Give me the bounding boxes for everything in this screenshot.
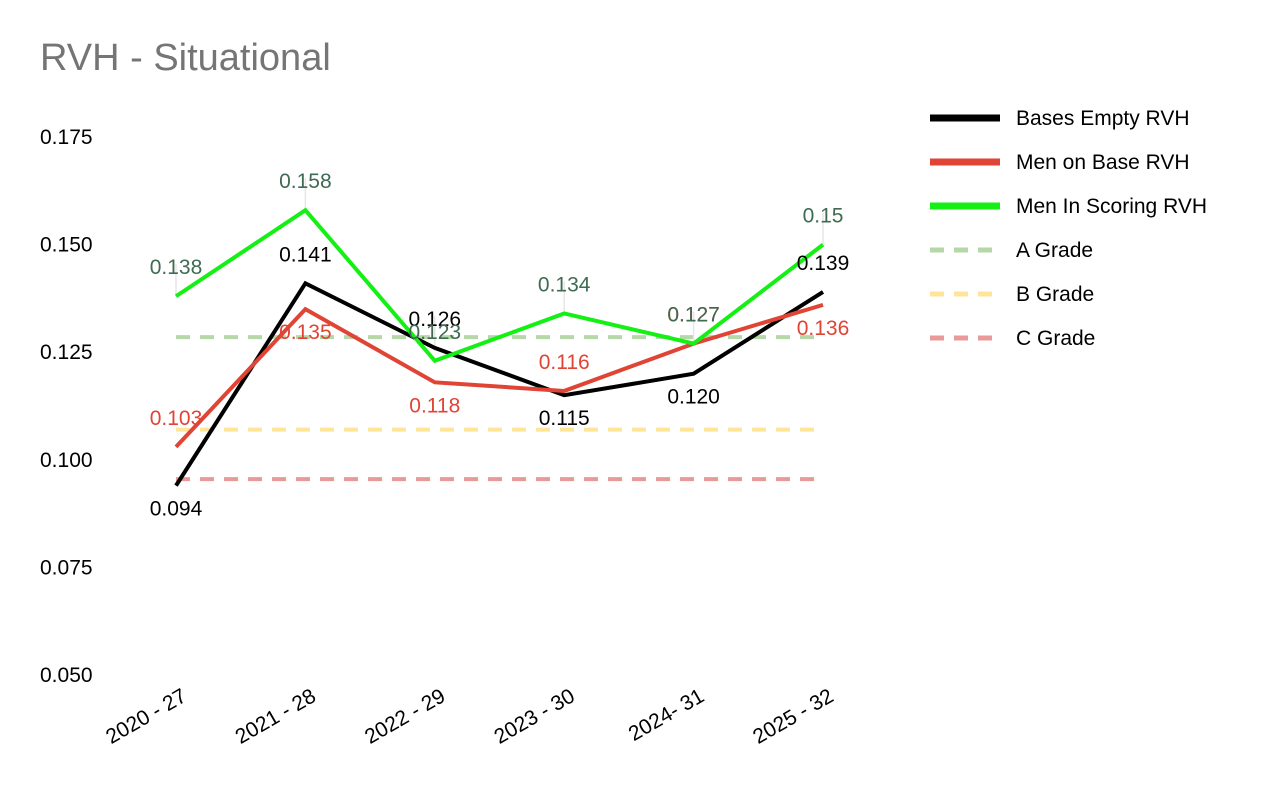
reference-lines xyxy=(176,335,823,482)
y-tick-label: 0.125 xyxy=(40,341,93,364)
x-tick-label: 2024- 31 xyxy=(625,684,708,745)
legend: Bases Empty RVH Men on Base RVH Men In Sco… xyxy=(930,107,1207,350)
data-label: 0.126 xyxy=(409,308,462,331)
chart-title: RVH - Situational xyxy=(40,37,331,79)
data-label: 0.127 xyxy=(667,304,720,327)
x-tick-label: 2022 - 29 xyxy=(361,684,449,748)
data-label: 0.158 xyxy=(279,170,332,193)
series-lines xyxy=(174,207,825,487)
drop-lines xyxy=(175,178,824,348)
legend-label-b-grade: B Grade xyxy=(1016,283,1094,306)
data-label: 0.139 xyxy=(797,252,850,275)
data-label: 0.103 xyxy=(150,407,203,430)
data-label: 0.141 xyxy=(279,243,332,266)
data-label: 0.115 xyxy=(539,407,590,430)
data-label: 0.136 xyxy=(797,317,850,340)
y-tick-label: 0.050 xyxy=(40,664,93,687)
x-tick-label: 2025 - 32 xyxy=(749,684,837,748)
legend-label-c-grade: C Grade xyxy=(1016,327,1095,350)
legend-label-bases-empty-rvh: Bases Empty RVH xyxy=(1016,107,1190,130)
data-label: 0.134 xyxy=(538,273,591,296)
series-line-bases-empty-rvh xyxy=(174,280,825,487)
x-tick-label: 2020 - 27 xyxy=(102,684,190,748)
data-label: 0.127 xyxy=(667,304,720,327)
data-label: 0.138 xyxy=(150,256,203,279)
data-label: 0.116 xyxy=(539,351,590,374)
y-tick-label: 0.100 xyxy=(40,449,93,472)
x-tick-label: 2021 - 28 xyxy=(232,684,320,748)
data-label: 0.094 xyxy=(150,498,203,521)
legend-label-a-grade: A Grade xyxy=(1016,239,1093,262)
series-line-men-in-scoring-rvh xyxy=(174,207,825,364)
data-label: 0.118 xyxy=(409,394,460,417)
data-labels: 0.094 0.141 0.126 0.115 0.120 0.139 0.103 0.135… xyxy=(150,170,850,520)
data-label: 0.15 xyxy=(803,205,844,228)
legend-label-men-in-scoring-rvh: Men In Scoring RVH xyxy=(1016,195,1207,218)
legend-label-men-on-base-rvh: Men on Base RVH xyxy=(1016,151,1190,174)
y-tick-label: 0.075 xyxy=(40,556,93,579)
y-tick-label: 0.175 xyxy=(40,126,93,149)
data-label: 0.135 xyxy=(279,321,332,344)
data-label: 0.120 xyxy=(667,386,720,409)
y-axis-tick-labels: 0.050 0.075 0.100 0.125 0.150 0.175 xyxy=(40,126,93,687)
series-line-men-on-base-rvh xyxy=(174,302,824,449)
x-tick-label: 2023 - 30 xyxy=(490,684,578,748)
x-axis-tick-labels: 2020 - 27 2021 - 28 2022 - 29 2023 - 30 2024… xyxy=(102,684,837,748)
y-tick-label: 0.150 xyxy=(40,234,93,257)
data-label: 0.123 xyxy=(409,321,462,344)
